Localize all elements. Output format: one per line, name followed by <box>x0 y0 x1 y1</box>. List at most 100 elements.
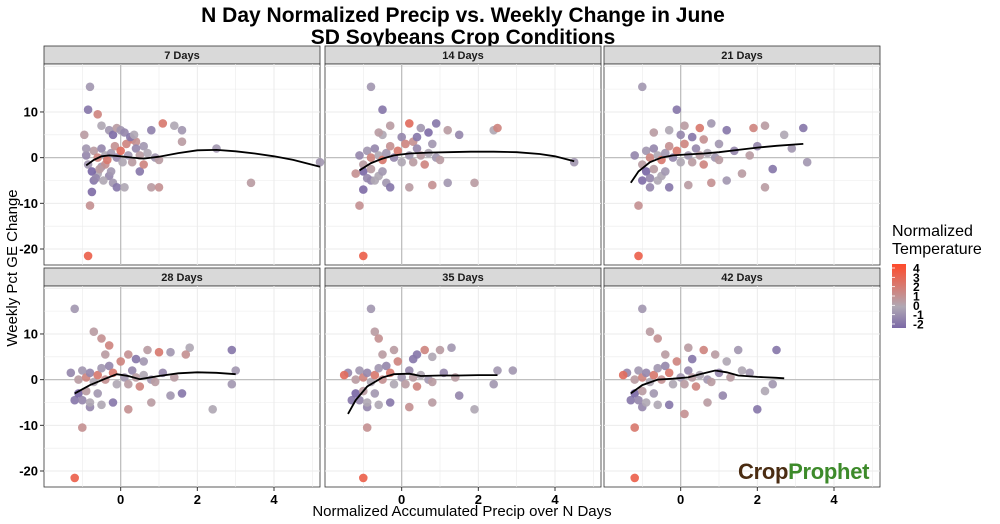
data-point <box>177 389 187 398</box>
data-point <box>362 146 372 156</box>
data-point <box>722 176 731 185</box>
facet-14-days: 14 Days <box>324 45 602 266</box>
data-point <box>393 146 403 156</box>
x-tick-label: 2 <box>754 492 761 507</box>
data-point <box>661 167 670 176</box>
data-point <box>653 334 662 343</box>
data-point <box>431 119 441 128</box>
data-point <box>81 151 91 160</box>
data-point <box>177 125 187 135</box>
data-point <box>362 423 372 432</box>
data-point <box>405 119 414 128</box>
data-point <box>101 350 110 359</box>
data-point <box>99 176 108 185</box>
data-point <box>80 130 89 140</box>
data-point <box>112 379 122 389</box>
facet-strip-label: 42 Days <box>721 272 763 284</box>
data-point <box>170 373 179 382</box>
data-point <box>382 148 391 158</box>
data-point <box>707 178 716 188</box>
data-point <box>664 183 674 192</box>
data-point <box>122 139 131 149</box>
data-point <box>630 423 639 432</box>
data-point <box>408 354 418 364</box>
data-point <box>374 400 384 410</box>
data-point <box>684 343 693 353</box>
chart-title-line1: N Day Normalized Precip vs. Weekly Chang… <box>201 4 725 27</box>
facet-panels: 7 Days 14 Days 21 Days 28 Days 35 Days 42 Day… <box>43 45 881 488</box>
legend-label: 1 <box>913 290 920 304</box>
data-point <box>382 361 391 371</box>
data-point <box>649 164 659 174</box>
data-point <box>641 167 651 176</box>
facet-28-days: 28 Days <box>43 267 321 488</box>
data-point <box>66 368 76 378</box>
data-point <box>359 185 368 194</box>
data-point <box>508 366 518 375</box>
data-point <box>108 130 118 140</box>
data-point <box>634 251 643 261</box>
data-point <box>108 398 118 407</box>
data-point <box>630 473 639 483</box>
data-point <box>443 178 453 188</box>
data-point <box>385 121 395 130</box>
data-point <box>104 341 114 350</box>
data-point <box>653 176 662 185</box>
data-point <box>124 350 133 359</box>
data-point <box>634 366 643 375</box>
data-point <box>634 395 643 405</box>
data-point <box>638 82 647 92</box>
data-point <box>653 363 662 373</box>
facet-35-days: 35 Days <box>324 267 602 488</box>
data-point <box>97 144 106 153</box>
data-point <box>787 144 797 153</box>
data-point <box>93 110 102 119</box>
data-point <box>129 130 139 140</box>
data-point <box>366 304 376 314</box>
y-axis-ticks: 10 0 -10 -20 10 0 -10 -20 <box>19 104 44 479</box>
data-point <box>351 375 361 384</box>
data-point <box>722 125 731 135</box>
data-point <box>385 398 395 407</box>
data-point <box>416 123 426 133</box>
data-point <box>672 146 682 156</box>
data-point <box>355 201 364 210</box>
data-point <box>70 395 79 405</box>
data-point <box>110 141 120 151</box>
data-point <box>634 201 643 210</box>
data-point <box>370 327 380 337</box>
data-point <box>645 173 655 183</box>
data-point <box>208 405 217 414</box>
data-point <box>626 395 636 405</box>
data-point <box>389 379 399 389</box>
data-point <box>684 180 693 190</box>
data-point <box>672 357 682 366</box>
data-point <box>653 400 662 410</box>
data-point <box>435 345 445 355</box>
data-point <box>753 141 762 151</box>
data-point <box>112 183 122 192</box>
smooth-trend-line <box>359 150 575 172</box>
y-tick-label: 10 <box>24 104 38 119</box>
data-point <box>691 144 701 153</box>
data-point <box>116 357 125 366</box>
data-point <box>649 370 659 380</box>
data-point <box>420 345 430 355</box>
data-point <box>691 382 701 391</box>
data-point <box>710 350 720 359</box>
data-point <box>661 148 670 158</box>
legend-label: 2 <box>913 280 920 294</box>
data-point <box>454 391 464 400</box>
x-tick-label: 4 <box>551 492 559 507</box>
data-point <box>181 350 191 359</box>
facet-21-days: 21 Days <box>603 45 881 266</box>
data-point <box>664 368 674 378</box>
data-point <box>78 395 87 405</box>
data-point <box>447 343 456 353</box>
data-point <box>227 345 237 355</box>
data-point <box>139 370 148 380</box>
data-point <box>695 123 705 133</box>
data-point <box>699 160 708 169</box>
data-point <box>799 123 808 133</box>
data-point <box>401 139 410 149</box>
